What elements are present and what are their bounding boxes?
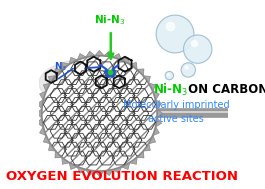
Text: Ni-N$_3$: Ni-N$_3$ — [153, 82, 188, 98]
Text: ON CARBON: ON CARBON — [184, 83, 265, 96]
Circle shape — [156, 15, 194, 53]
Text: Molecularly imprinted
active sites: Molecularly imprinted active sites — [123, 101, 229, 124]
Text: OXYGEN EVOLUTION REACTION: OXYGEN EVOLUTION REACTION — [6, 170, 238, 183]
Circle shape — [165, 71, 174, 80]
Circle shape — [184, 35, 212, 63]
Circle shape — [42, 56, 157, 171]
Polygon shape — [37, 50, 162, 176]
Text: Ni-N$_3$: Ni-N$_3$ — [94, 13, 126, 27]
Circle shape — [181, 63, 196, 77]
Text: N$_3$: N$_3$ — [54, 61, 67, 73]
Ellipse shape — [39, 59, 145, 108]
